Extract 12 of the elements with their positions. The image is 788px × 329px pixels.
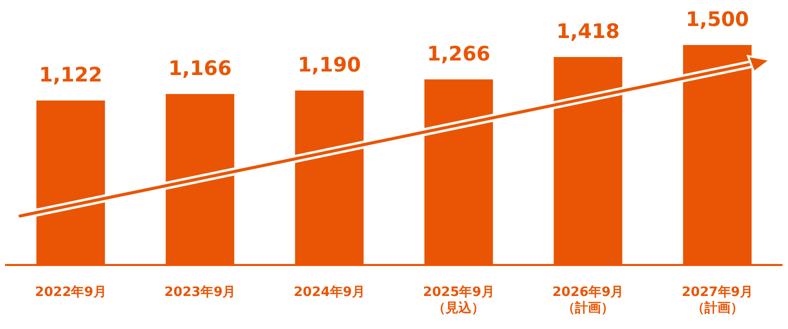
data-label: 1,266 <box>427 42 490 66</box>
data-label: 1,122 <box>39 62 102 87</box>
data-label: 1,500 <box>686 7 749 32</box>
x-tick-label: 2022年9月 <box>35 285 106 300</box>
x-tick-label: 2023年9月 <box>164 285 236 300</box>
data-label: 1,418 <box>556 19 620 44</box>
data-label: 1,166 <box>168 56 232 80</box>
data-label: 1,190 <box>298 52 361 77</box>
x-tick-label: 2024年9月 <box>294 285 365 300</box>
x-tick-label: 2026年9月（計画） <box>552 285 624 316</box>
x-tick-label: 2027年9月（計画） <box>682 285 753 316</box>
x-tick-label: 2025年9月（見込） <box>423 285 494 316</box>
